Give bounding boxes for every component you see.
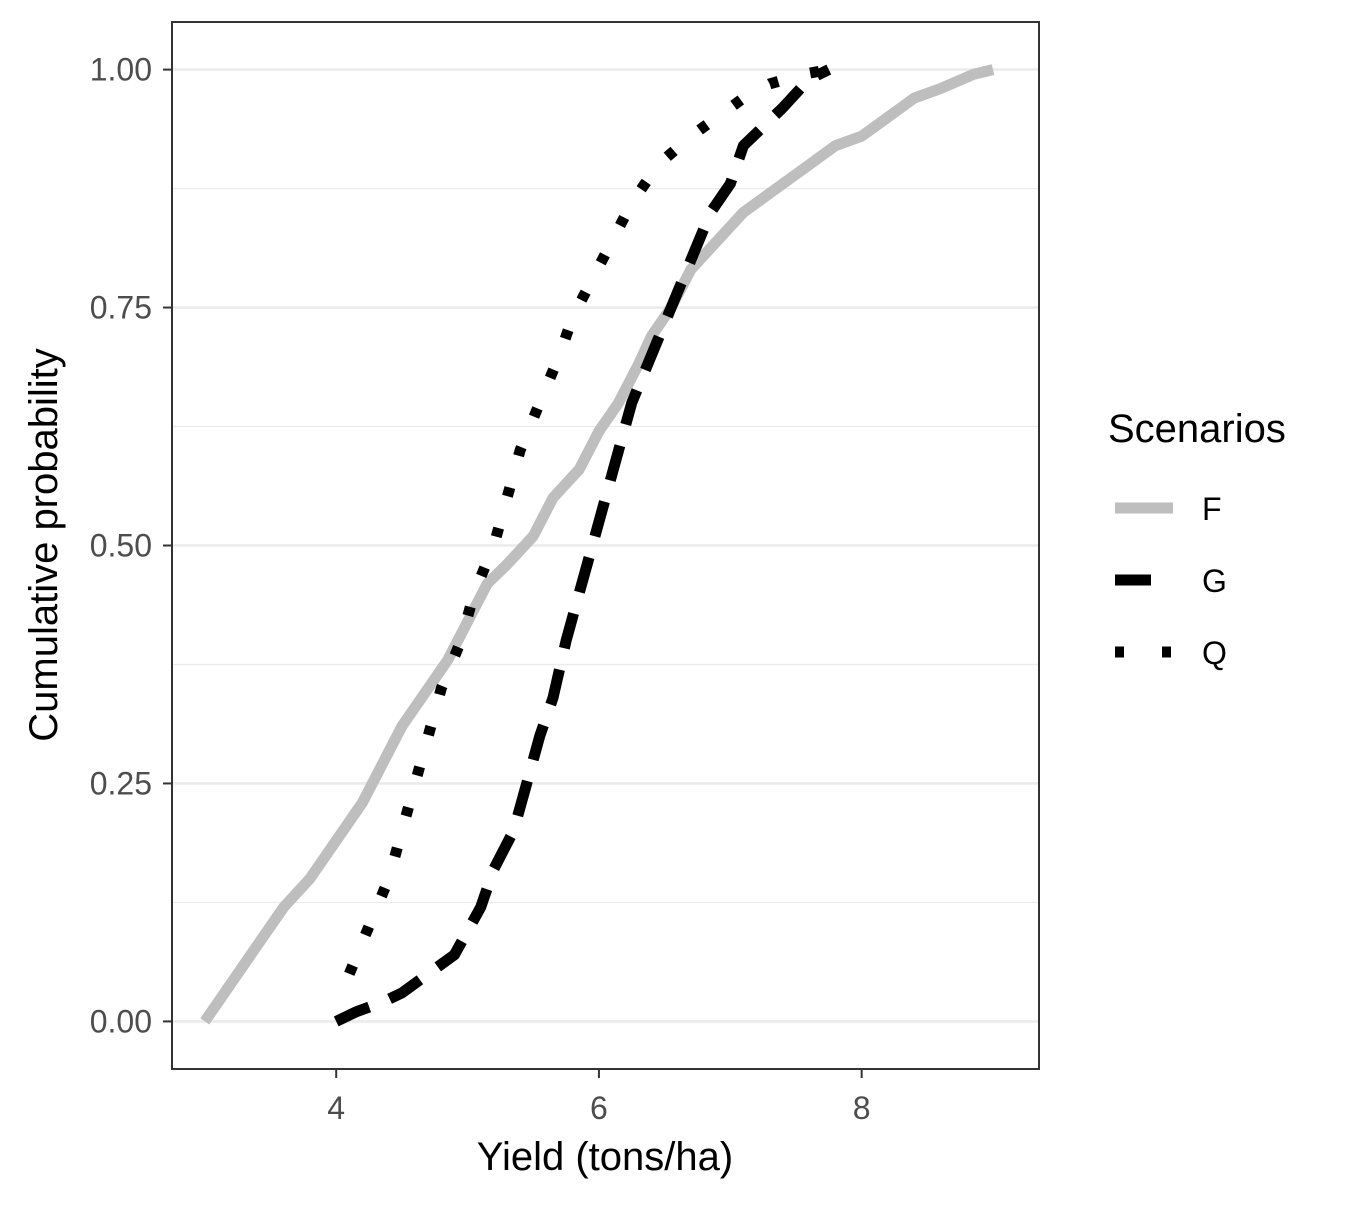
legend-entries: FGQ [1115,491,1227,671]
x-tick-label-0: 4 [327,1090,345,1126]
legend: Scenarios FGQ [1108,407,1286,671]
y-tick-label-1: 0.25 [90,765,152,801]
series-line-F [200,64,995,1025]
legend-title: Scenarios [1108,407,1286,451]
y-tick-label-3: 0.75 [90,290,152,326]
legend-label-Q: Q [1202,635,1227,671]
legend-label-F: F [1202,491,1222,527]
y-tick-label-0: 0.00 [90,1003,152,1039]
x-tick-label-1: 6 [590,1090,608,1126]
series-line-G [333,64,832,1027]
legend-label-G: G [1202,563,1227,599]
x-tick-label-2: 8 [853,1090,871,1126]
x-axis: 4 6 8 [327,1069,871,1126]
y-tick-label-4: 1.00 [90,52,152,88]
x-axis-title: Yield (tons/ha) [477,1135,733,1179]
y-axis-title: Cumulative probability [22,348,66,742]
series-lines [200,64,995,1027]
y-axis: 0.00 0.25 0.50 0.75 1.00 [90,52,172,1039]
y-tick-label-2: 0.50 [90,528,152,564]
